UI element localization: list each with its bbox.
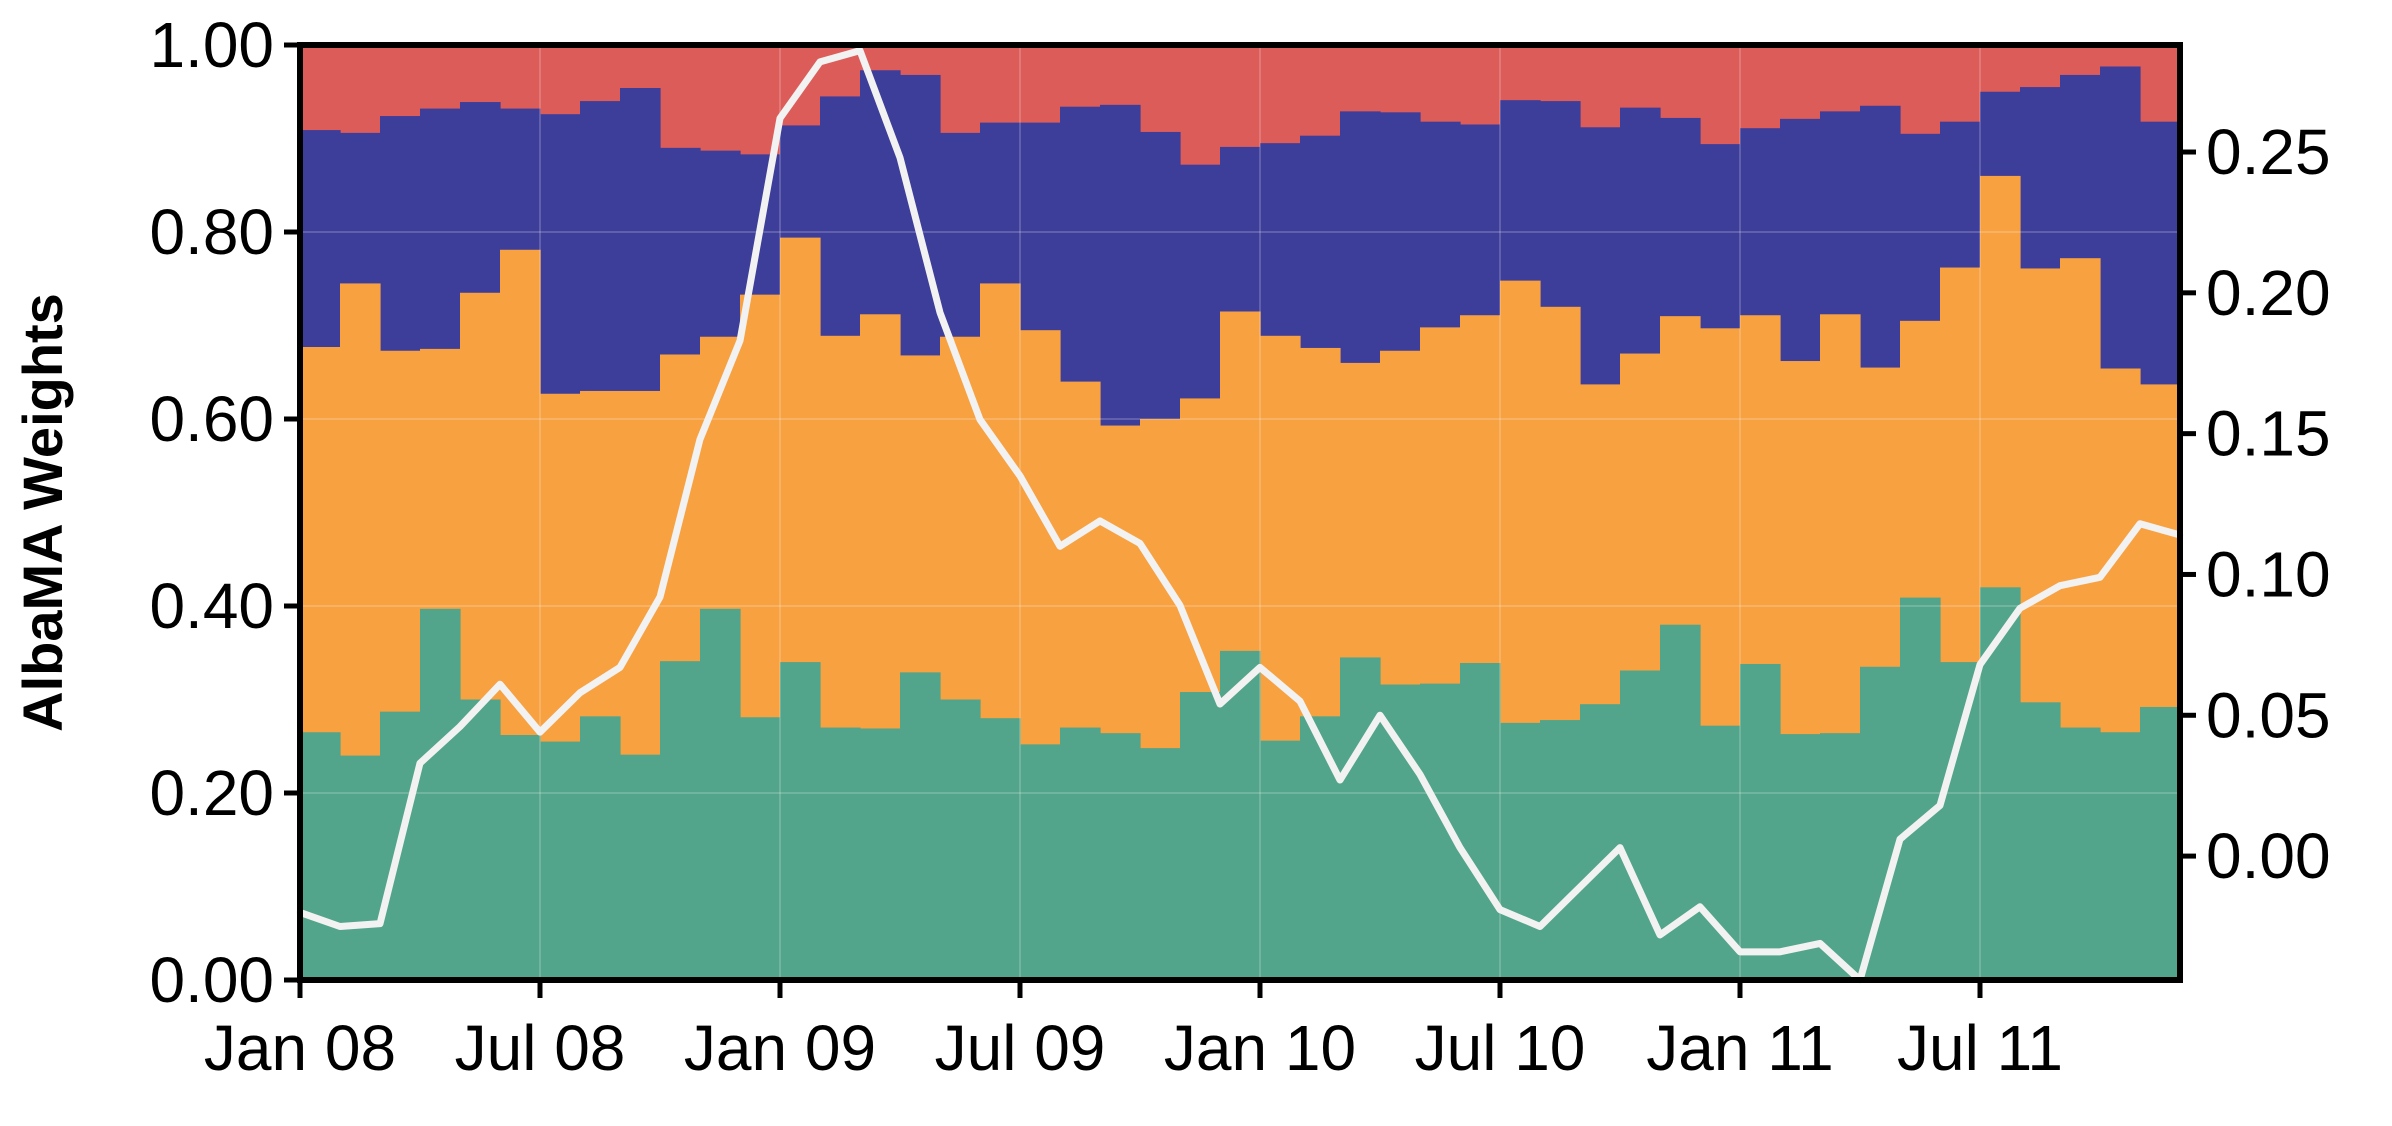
area-step-green (980, 718, 1021, 980)
area-step-green (1980, 587, 2021, 980)
x-tick-label: Jan 10 (1164, 1012, 1356, 1084)
area-step-green (1900, 597, 1941, 980)
area-step-green (420, 608, 461, 980)
area-step-green (700, 608, 741, 980)
area-step-green (780, 662, 821, 980)
x-tick-label: Jan 08 (204, 1012, 396, 1084)
x-tick-label: Jul 09 (935, 1012, 1106, 1084)
area-step-green (740, 717, 781, 980)
area-step-green (660, 661, 701, 980)
area-step-green (460, 699, 501, 980)
axes: 0.00 0.20 0.40 0.60 0.80 1.00 0.00 0.05 0.10 0.15… (149, 9, 2330, 1084)
area-step-green (1300, 716, 1341, 980)
area-step-green (500, 735, 541, 980)
area-step-green (2100, 732, 2141, 980)
area-step-green (340, 755, 381, 980)
area-step-green (1860, 666, 1901, 980)
y-tick-label: 0.40 (149, 570, 274, 642)
overlay-line-series (296, 47, 2184, 984)
area-step-green (1060, 727, 1101, 980)
area-step-green (300, 732, 341, 980)
area-step-green (1340, 657, 1381, 980)
x-tick-label: Jan 09 (684, 1012, 876, 1084)
y-tick-label: 0.00 (149, 944, 274, 1016)
area-step-green (1820, 733, 1861, 980)
area-step-green (820, 727, 861, 980)
area-step-green (1620, 670, 1661, 980)
y-tick-label: 0.60 (149, 383, 274, 455)
y2-tick-label: 0.05 (2206, 679, 2331, 751)
x-tick-label: Jan 11 (1646, 1012, 1833, 1084)
area-step-green (1020, 744, 1061, 980)
plot-frame (297, 42, 2183, 983)
area-step-green (2020, 702, 2061, 980)
area-step-green (860, 728, 901, 980)
x-tick-label: Jul 11 (1897, 1012, 2063, 1084)
area-step-green (1780, 734, 1821, 980)
area-step-green (1540, 720, 1581, 980)
area-step-green (900, 672, 941, 980)
overlay-line (296, 47, 2184, 984)
y2-tick-label: 0.20 (2206, 257, 2331, 329)
plot-area (300, 45, 2181, 981)
y2-tick-label: 0.25 (2206, 116, 2331, 188)
area-step-green (1260, 740, 1301, 980)
y2-tick-label: 0.00 (2206, 820, 2331, 892)
area-step-green (1220, 650, 1261, 980)
area-step-green (580, 716, 621, 980)
x-tick-label: Jul 08 (455, 1012, 626, 1084)
x-tick-label: Jul 10 (1415, 1012, 1586, 1084)
area-step-green (2060, 727, 2101, 980)
area-step-green (1580, 704, 1621, 980)
y-tick-label: 0.20 (149, 757, 274, 829)
area-step-green (2140, 706, 2181, 980)
y-tick-label: 1.00 (149, 9, 274, 81)
area-step-green (1500, 722, 1541, 981)
area-step-green (1940, 662, 1981, 980)
area-step-green (1100, 733, 1141, 980)
area-step-green (540, 741, 581, 980)
area-step-green (1140, 748, 1181, 980)
area-step-green (1740, 663, 1781, 980)
area-step-green (940, 699, 981, 980)
area-step-green (1460, 663, 1501, 980)
y-tick-label: 0.80 (149, 196, 274, 268)
area-step-green (1380, 684, 1421, 980)
y-axis-title: AlbaMA Weights (11, 293, 74, 732)
y2-tick-label: 0.15 (2206, 398, 2331, 470)
area-step-green (620, 754, 661, 980)
y2-tick-label: 0.10 (2206, 538, 2331, 610)
area-step-green (1700, 725, 1741, 980)
area-step-green (1180, 692, 1221, 980)
